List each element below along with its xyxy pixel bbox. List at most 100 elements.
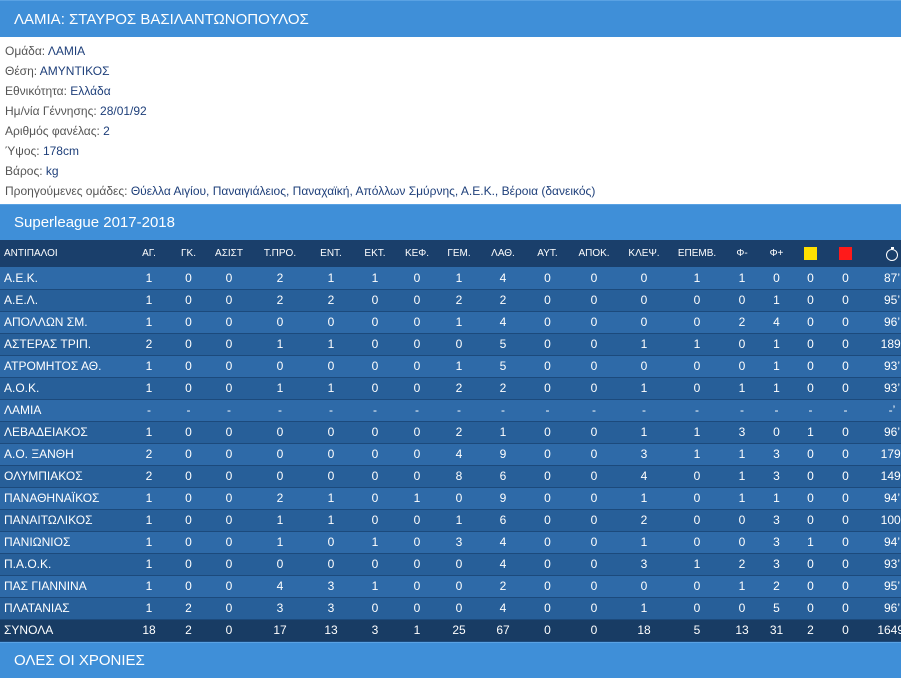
- stat-cell: 0: [207, 355, 251, 378]
- stat-cell: 2: [793, 619, 828, 642]
- stat-cell: 1: [618, 597, 670, 620]
- stat-cell: 0: [397, 509, 437, 532]
- stat-cell: 0: [570, 487, 618, 510]
- stat-cell: 0: [525, 355, 570, 378]
- stat-cell: 2: [128, 443, 170, 466]
- stat-cell: 0: [525, 553, 570, 576]
- stat-cell: 0: [309, 421, 353, 444]
- stat-cell: 0: [353, 465, 397, 488]
- column-header[interactable]: ΓΚ.: [170, 240, 207, 267]
- stat-cell: 0: [793, 355, 828, 378]
- stat-cell: 0: [397, 289, 437, 312]
- stat-cell: 1: [760, 355, 793, 378]
- stat-cell: 0: [525, 619, 570, 642]
- stat-cell: 0: [397, 531, 437, 554]
- stat-cell: 0: [251, 443, 309, 466]
- stat-cell: 31: [760, 619, 793, 642]
- column-header[interactable]: ΑΝΤΙΠΑΛΟΙ: [0, 240, 128, 267]
- stat-cell: 100’: [863, 509, 901, 532]
- column-header[interactable]: [828, 240, 863, 267]
- info-value: ΛΑΜΙΑ: [47, 44, 86, 58]
- stat-cell: 0: [570, 289, 618, 312]
- stat-cell: 18: [618, 619, 670, 642]
- stat-cell: 2: [170, 619, 207, 642]
- stats-table: ΑΝΤΙΠΑΛΟΙ ΑΓ. ΓΚ. ΑΣΙΣΤ Τ.ΠΡΟ. ΕΝΤ. ΕΚΤ. ΚΕΦ. ΓΕ…: [0, 240, 901, 642]
- stat-cell: 9: [481, 443, 525, 466]
- season-title-bar[interactable]: Superleague 2017-2018: [0, 204, 901, 240]
- column-header[interactable]: [863, 240, 901, 267]
- stat-cell: 2: [437, 421, 481, 444]
- column-header[interactable]: ΑΥΤ.: [525, 240, 570, 267]
- stat-cell: 2: [724, 311, 760, 334]
- column-header[interactable]: ΑΣΙΣΤ: [207, 240, 251, 267]
- column-header[interactable]: Τ.ΠΡΟ.: [251, 240, 309, 267]
- stat-cell: -: [207, 399, 251, 422]
- column-header[interactable]: [793, 240, 828, 267]
- stat-cell: 0: [570, 421, 618, 444]
- opponent-name: ΠΑΝΑΘΗΝΑΪΚΟΣ: [0, 487, 128, 510]
- stat-cell: 0: [170, 421, 207, 444]
- stat-cell: 0: [828, 267, 863, 290]
- stat-cell: 0: [670, 311, 724, 334]
- column-header[interactable]: ΕΝΤ.: [309, 240, 353, 267]
- stat-cell: 0: [570, 509, 618, 532]
- stat-cell: 0: [397, 267, 437, 290]
- stat-cell: 3: [309, 597, 353, 620]
- stat-cell: 179’: [863, 443, 901, 466]
- stat-cell: 9: [481, 487, 525, 510]
- stat-cell: 1: [793, 421, 828, 444]
- stat-cell: 0: [525, 575, 570, 598]
- column-header[interactable]: ΑΠΟΚ.: [570, 240, 618, 267]
- stat-cell: 0: [251, 421, 309, 444]
- stat-cell: 1: [309, 509, 353, 532]
- column-header[interactable]: Φ+: [760, 240, 793, 267]
- column-header[interactable]: ΕΠΕΜΒ.: [670, 240, 724, 267]
- stat-cell: 0: [724, 597, 760, 620]
- stat-cell: 3: [724, 421, 760, 444]
- stat-cell: 0: [309, 443, 353, 466]
- column-header[interactable]: ΑΓ.: [128, 240, 170, 267]
- stat-cell: 0: [207, 289, 251, 312]
- stat-cell: 0: [170, 465, 207, 488]
- stat-cell: 0: [207, 553, 251, 576]
- column-header[interactable]: ΚΕΦ.: [397, 240, 437, 267]
- stat-cell: 1: [251, 333, 309, 356]
- stat-cell: 0: [525, 487, 570, 510]
- opponent-name: ΠΑΝΑΙΤΩΛΙΚΟΣ: [0, 509, 128, 532]
- column-header[interactable]: Φ-: [724, 240, 760, 267]
- stat-cell: 0: [570, 531, 618, 554]
- stat-cell: 1: [309, 487, 353, 510]
- stat-cell: 0: [251, 355, 309, 378]
- stat-cell: 94’: [863, 531, 901, 554]
- stat-cell: 0: [525, 443, 570, 466]
- stat-cell: 0: [828, 509, 863, 532]
- column-header[interactable]: ΛΑΘ.: [481, 240, 525, 267]
- opponent-name: ΑΣΤΕΡΑΣ ΤΡΙΠ.: [0, 333, 128, 356]
- stat-cell: 0: [618, 267, 670, 290]
- column-header[interactable]: ΚΛΕΨ.: [618, 240, 670, 267]
- stat-cell: 94’: [863, 487, 901, 510]
- stat-cell: 0: [353, 355, 397, 378]
- column-header[interactable]: ΓΕΜ.: [437, 240, 481, 267]
- stat-cell: 1: [128, 509, 170, 532]
- stat-cell: 0: [793, 465, 828, 488]
- stat-cell: 0: [670, 487, 724, 510]
- stat-cell: 0: [207, 487, 251, 510]
- all-years-bar[interactable]: ΟΛΕΣ ΟΙ ΧΡΟΝΙΕΣ: [0, 641, 901, 678]
- stat-cell: 1: [793, 531, 828, 554]
- stat-cell: 4: [760, 311, 793, 334]
- stat-cell: 2: [618, 509, 670, 532]
- info-value: Ελλάδα: [70, 84, 111, 98]
- info-label: Αριθμός φανέλας:: [5, 124, 104, 138]
- info-label: Ομάδα:: [5, 44, 48, 58]
- stat-cell: 0: [828, 311, 863, 334]
- stat-cell: 2: [481, 575, 525, 598]
- table-row: ΑΠΟΛΛΩΝ ΣΜ. 1 0 0 0 0 0 0 1 4 0 0 0 0 2 4 0 0 96’: [0, 311, 901, 334]
- column-header[interactable]: ΕΚΤ.: [353, 240, 397, 267]
- stat-cell: 1: [251, 509, 309, 532]
- info-label: Εθνικότητα:: [5, 84, 71, 98]
- stat-cell: 1: [724, 377, 760, 400]
- stat-cell: -: [828, 399, 863, 422]
- stat-cell: 1: [670, 333, 724, 356]
- stat-cell: 0: [353, 377, 397, 400]
